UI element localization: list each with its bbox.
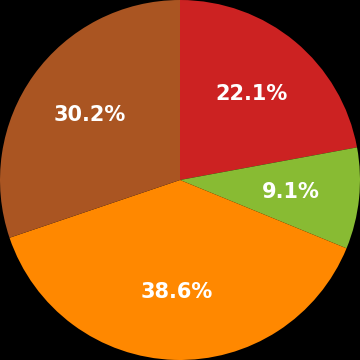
Wedge shape (180, 0, 357, 180)
Wedge shape (0, 0, 180, 238)
Text: 22.1%: 22.1% (215, 84, 288, 104)
Wedge shape (9, 180, 347, 360)
Wedge shape (180, 147, 360, 248)
Text: 38.6%: 38.6% (140, 282, 213, 302)
Text: 9.1%: 9.1% (262, 181, 320, 202)
Text: 30.2%: 30.2% (53, 105, 125, 125)
